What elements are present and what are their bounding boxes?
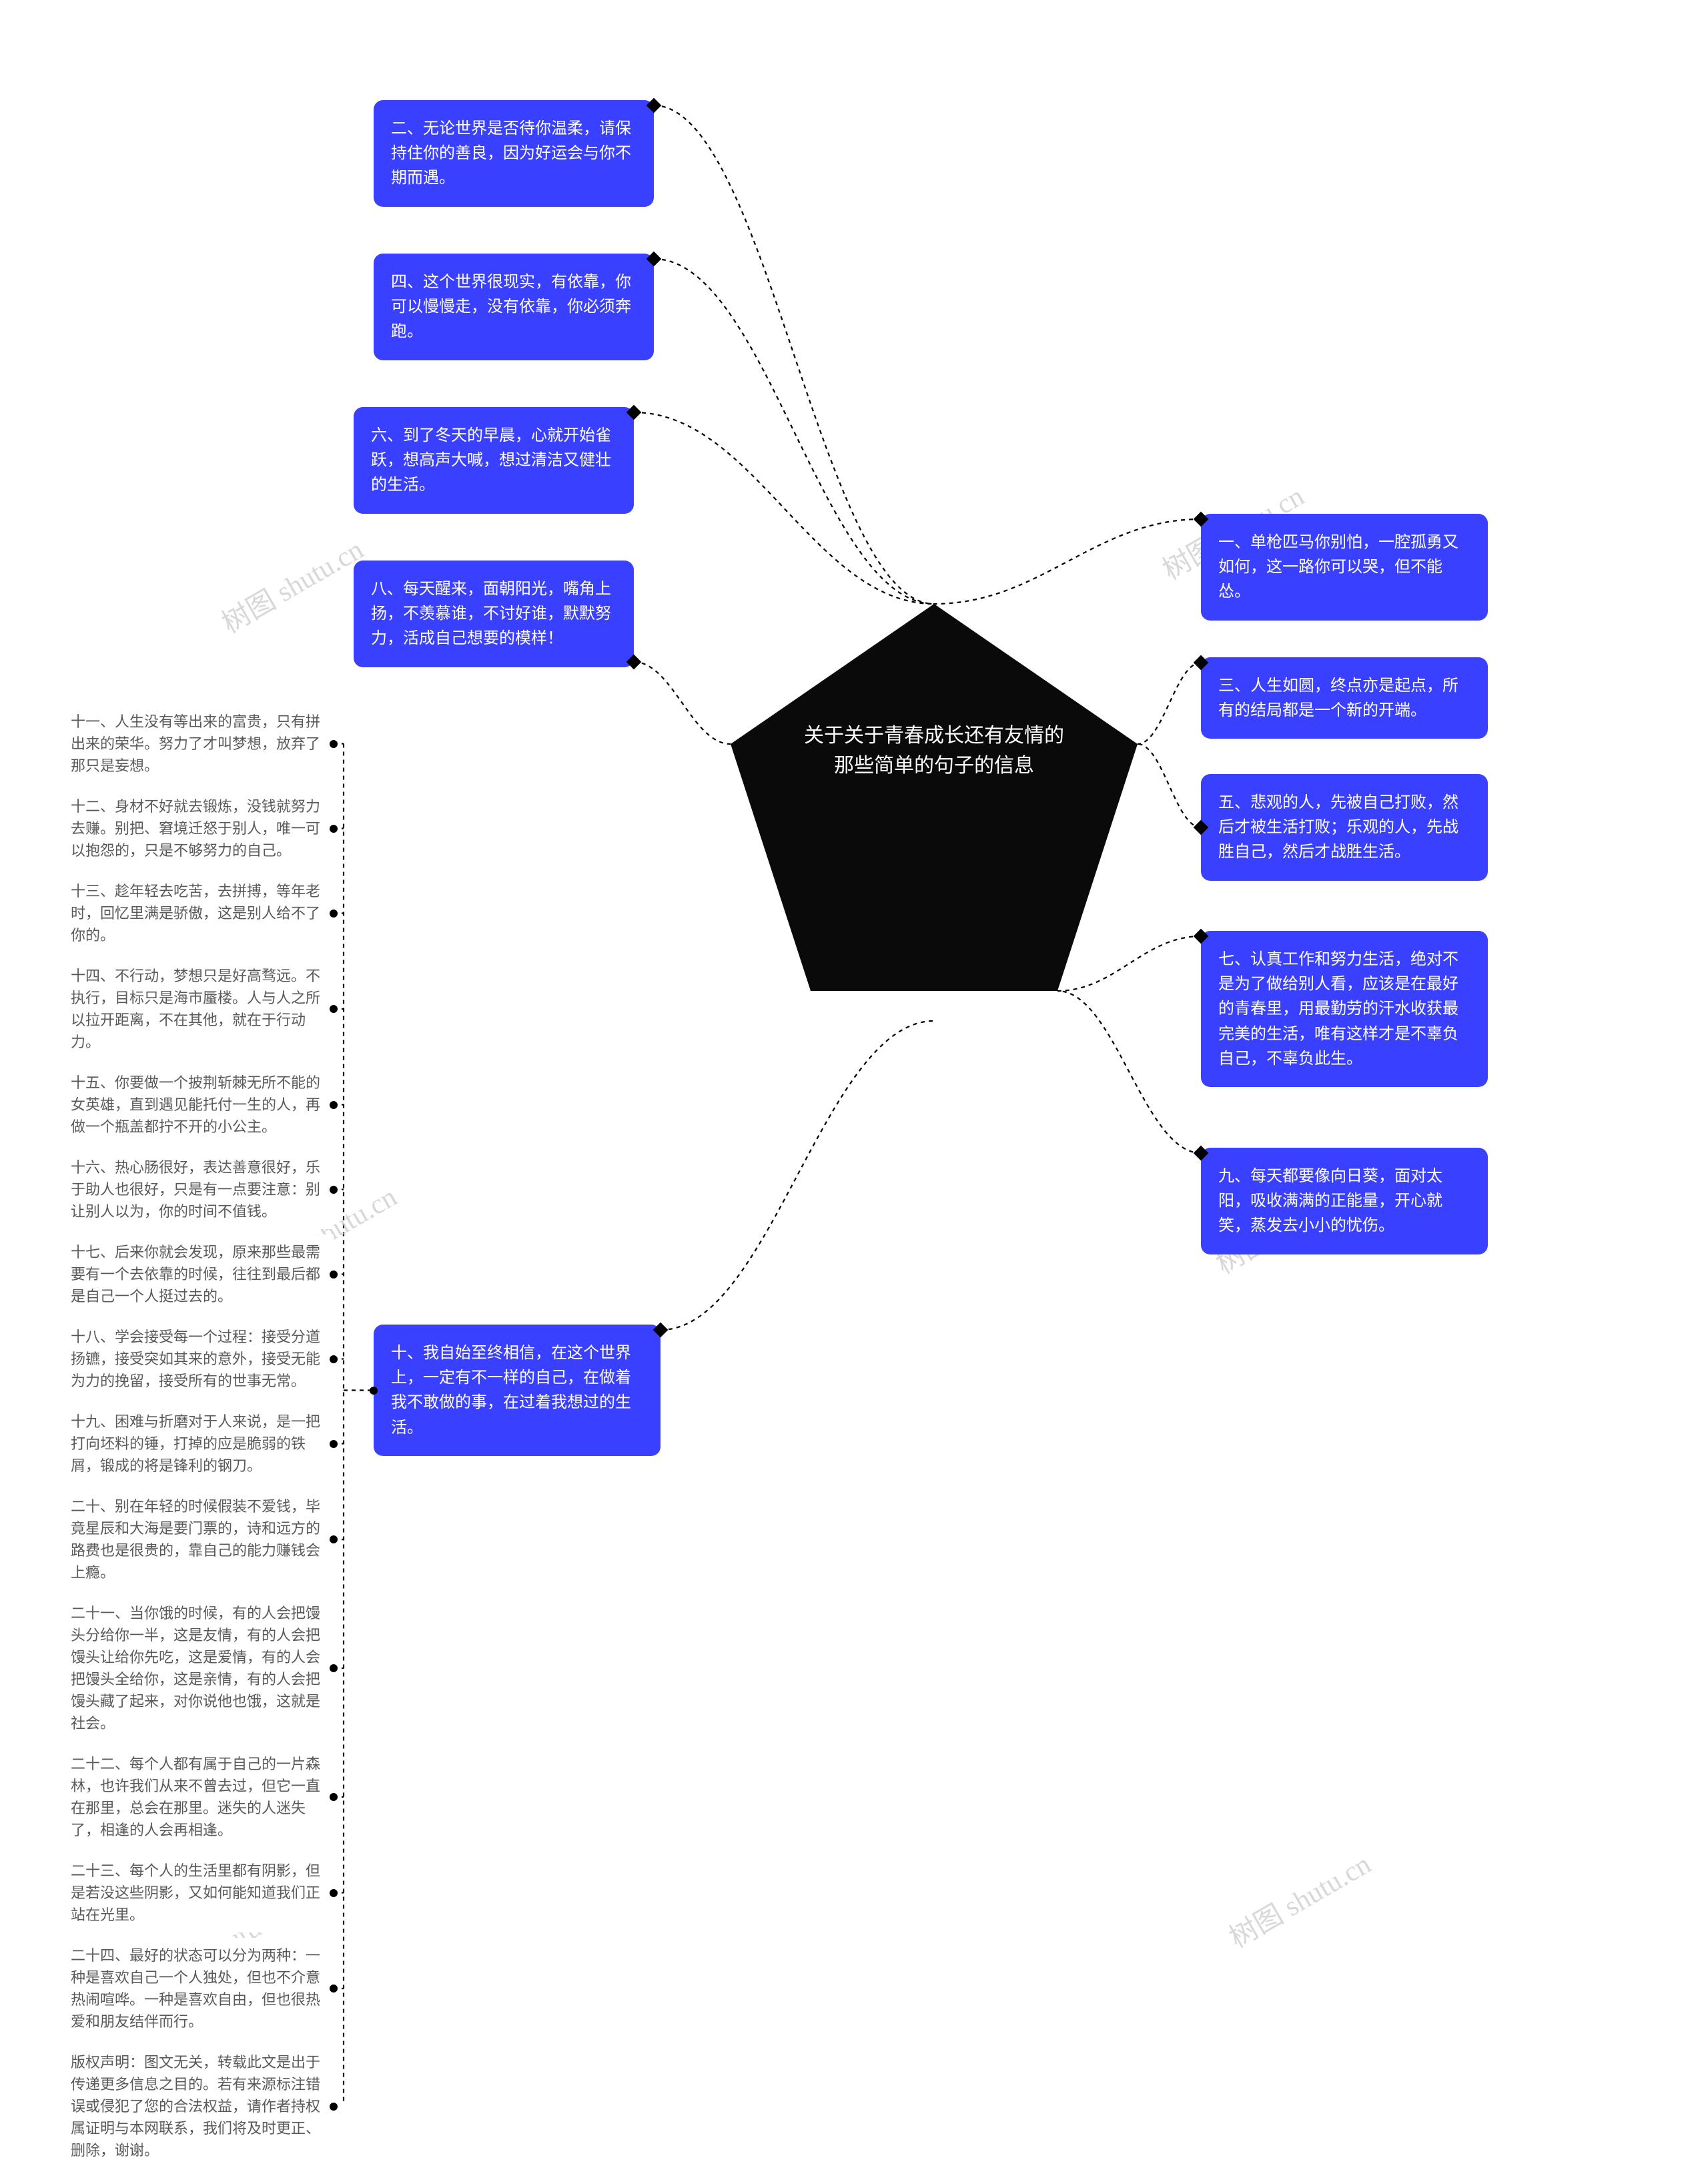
blue-node-b10[interactable]: 十、我自始至终相信，在这个世界上，一定有不一样的自己，在做着我不敢做的事，在过着… — [374, 1325, 661, 1456]
gray-node-text: 二十四、最好的状态可以分为两种：一种是喜欢自己一个人独处，但也不介意热闹喧哗。一… — [71, 1947, 320, 2030]
gray-node-text: 十二、身材不好就去锻炼，没钱就努力去赚。别把、窘境迁怒于别人，唯一可以抱怨的，只… — [71, 798, 320, 859]
connector-dot — [330, 1440, 338, 1448]
gray-node-g11[interactable]: 十一、人生没有等出来的富贵，只有拼出来的荣华。努力了才叫梦想，放弃了那只是妄想。 — [67, 704, 334, 783]
blue-node-b8[interactable]: 八、每天醒来，面朝阳光，嘴角上扬，不羡慕谁，不讨好谁，默默努力，活成自己想要的模… — [354, 561, 634, 667]
gray-node-g23[interactable]: 二十三、每个人的生活里都有阴影，但是若没这些阴影，又如何能知道我们正站在光里。 — [67, 1853, 334, 1932]
blue-node-text: 四、这个世界很现实，有依靠，你可以慢慢走，没有依靠，你必须奔跑。 — [391, 273, 631, 340]
blue-node-b4[interactable]: 四、这个世界很现实，有依靠，你可以慢慢走，没有依靠，你必须奔跑。 — [374, 254, 654, 360]
connector-dot — [330, 910, 338, 918]
gray-node-gcopy[interactable]: 版权声明：图文无关，转载此文是出于传递更多信息之目的。若有来源标注错误或侵犯了您… — [67, 2045, 334, 2168]
blue-node-b5[interactable]: 五、悲观的人，先被自己打败，然后才被生活打败；乐观的人，先战胜自己，然后才战胜生… — [1201, 774, 1488, 881]
connector-dot — [330, 1005, 338, 1013]
gray-node-text: 二十、别在年轻的时候假装不爱钱，毕竟星辰和大海是要门票的，诗和远方的路费也是很贵… — [71, 1498, 320, 1581]
connector-dot — [330, 1793, 338, 1801]
connector-dot — [330, 1535, 338, 1543]
blue-node-text: 八、每天醒来，面朝阳光，嘴角上扬，不羡慕谁，不讨好谁，默默努力，活成自己想要的模… — [371, 580, 611, 647]
blue-node-b1[interactable]: 一、单枪匹马你别怕，一腔孤勇又如何，这一路你可以哭，但不能怂。 — [1201, 514, 1488, 621]
gray-node-g17[interactable]: 十七、后来你就会发现，原来那些最需要有一个去依靠的时候，往往到最后都是自己一个人… — [67, 1234, 334, 1314]
gray-node-text: 十八、学会接受每一个过程：接受分道扬镳，接受突如其来的意外，接受无能为力的挽留，… — [71, 1329, 320, 1389]
gray-node-g12[interactable]: 十二、身材不好就去锻炼，没钱就努力去赚。别把、窘境迁怒于别人，唯一可以抱怨的，只… — [67, 789, 334, 868]
blue-node-b7[interactable]: 七、认真工作和努力生活，绝对不是为了做给别人看，应该是在最好的青春里，用最勤劳的… — [1201, 931, 1488, 1087]
gray-node-g13[interactable]: 十三、趁年轻去吃苦，去拼搏，等年老时，回忆里满是骄傲，这是别人给不了你的。 — [67, 873, 334, 953]
connector-dot — [330, 1186, 338, 1194]
blue-node-b6[interactable]: 六、到了冬天的早晨，心就开始雀跃，想高声大喊，想过清洁又健壮的生活。 — [354, 407, 634, 514]
blue-node-text: 一、单枪匹马你别怕，一腔孤勇又如何，这一路你可以哭，但不能怂。 — [1218, 533, 1458, 601]
blue-node-text: 七、认真工作和努力生活，绝对不是为了做给别人看，应该是在最好的青春里，用最勤劳的… — [1218, 950, 1458, 1068]
connector-dot — [330, 1271, 338, 1279]
gray-node-g14[interactable]: 十四、不行动，梦想只是好高骛远。不执行，目标只是海市蜃楼。人与人之所以拉开距离，… — [67, 958, 334, 1060]
blue-node-text: 二、无论世界是否待你温柔，请保持住你的善良，因为好运会与你不期而遇。 — [391, 119, 631, 187]
gray-node-g24[interactable]: 二十四、最好的状态可以分为两种：一种是喜欢自己一个人独处，但也不介意热闹喧哗。一… — [67, 1938, 334, 2039]
blue-node-text: 十、我自始至终相信，在这个世界上，一定有不一样的自己，在做着我不敢做的事，在过着… — [391, 1344, 631, 1437]
blue-node-text: 五、悲观的人，先被自己打败，然后才被生活打败；乐观的人，先战胜自己，然后才战胜生… — [1218, 793, 1458, 861]
gray-node-g19[interactable]: 十九、困难与折磨对于人来说，是一把打向坯料的锤，打掉的应是脆弱的铁屑，锻成的将是… — [67, 1404, 334, 1483]
blue-node-text: 三、人生如圆，终点亦是起点，所有的结局都是一个新的开端。 — [1218, 677, 1458, 719]
gray-node-text: 十五、你要做一个披荆斩棘无所不能的女英雄，直到遇见能托付一生的人，再做一个瓶盖都… — [71, 1074, 320, 1135]
connector-dot — [330, 1355, 338, 1363]
gray-node-text: 二十一、当你饿的时候，有的人会把馒头分给你一半，这是友情，有的人会把馒头让给你先… — [71, 1605, 320, 1732]
blue-node-b2[interactable]: 二、无论世界是否待你温柔，请保持住你的善良，因为好运会与你不期而遇。 — [374, 100, 654, 207]
connector-dot — [330, 740, 338, 748]
connector-dot — [330, 1101, 338, 1109]
gray-node-g15[interactable]: 十五、你要做一个披荆斩棘无所不能的女英雄，直到遇见能托付一生的人，再做一个瓶盖都… — [67, 1065, 334, 1144]
gray-node-g21[interactable]: 二十一、当你饿的时候，有的人会把馒头分给你一半，这是友情，有的人会把馒头让给你先… — [67, 1595, 334, 1741]
center-diamond-shape — [721, 594, 1148, 1021]
connector-dot — [330, 2103, 338, 2111]
gray-node-text: 十六、热心肠很好，表达善意很好，乐于助人也很好，只是有一点要注意：别让别人以为，… — [71, 1159, 320, 1220]
connector-dot — [330, 1889, 338, 1897]
blue-node-b3[interactable]: 三、人生如圆，终点亦是起点，所有的结局都是一个新的开端。 — [1201, 657, 1488, 739]
gray-node-g16[interactable]: 十六、热心肠很好，表达善意很好，乐于助人也很好，只是有一点要注意：别让别人以为，… — [67, 1150, 334, 1229]
watermark: 树图 shutu.cn — [1221, 1842, 1378, 1956]
gray-node-g20[interactable]: 二十、别在年轻的时候假装不爱钱，毕竟星辰和大海是要门票的，诗和远方的路费也是很贵… — [67, 1489, 334, 1590]
gray-node-text: 十七、后来你就会发现，原来那些最需要有一个去依靠的时候，往往到最后都是自己一个人… — [71, 1244, 320, 1305]
gray-node-text: 十九、困难与折磨对于人来说，是一把打向坯料的锤，打掉的应是脆弱的铁屑，锻成的将是… — [71, 1413, 320, 1474]
center-node: 关于关于青春成长还有友情的那些简单的句子的信息 — [721, 594, 1148, 1021]
gray-node-text: 十三、趁年轻去吃苦，去拼搏，等年老时，回忆里满是骄傲，这是别人给不了你的。 — [71, 883, 320, 944]
mindmap-canvas: 树图 shutu.cn树图 shutu.cn树图 shutu.cn树图 shut… — [0, 0, 1708, 2103]
gray-node-text: 十一、人生没有等出来的富贵，只有拼出来的荣华。努力了才叫梦想，放弃了那只是妄想。 — [71, 713, 320, 774]
blue-node-text: 九、每天都要像向日葵，面对太阳，吸收满满的正能量，开心就笑，蒸发去小小的忧伤。 — [1218, 1167, 1442, 1234]
connector-dot — [330, 825, 338, 833]
gray-node-g22[interactable]: 二十二、每个人都有属于自己的一片森林，也许我们从来不曾去过，但它一直在那里，总会… — [67, 1746, 334, 1848]
connector-dot — [370, 1387, 378, 1395]
gray-node-g18[interactable]: 十八、学会接受每一个过程：接受分道扬镳，接受突如其来的意外，接受无能为力的挽留，… — [67, 1319, 334, 1399]
gray-node-text: 二十二、每个人都有属于自己的一片森林，也许我们从来不曾去过，但它一直在那里，总会… — [71, 1756, 320, 1838]
gray-node-text: 十四、不行动，梦想只是好高骛远。不执行，目标只是海市蜃楼。人与人之所以拉开距离，… — [71, 968, 320, 1050]
blue-node-text: 六、到了冬天的早晨，心就开始雀跃，想高声大喊，想过清洁又健壮的生活。 — [371, 426, 611, 494]
center-title: 关于关于青春成长还有友情的那些简单的句子的信息 — [801, 721, 1068, 781]
connector-dot — [330, 1984, 338, 1993]
connector-dot — [330, 1664, 338, 1672]
blue-node-b9[interactable]: 九、每天都要像向日葵，面对太阳，吸收满满的正能量，开心就笑，蒸发去小小的忧伤。 — [1201, 1148, 1488, 1254]
gray-node-text: 二十三、每个人的生活里都有阴影，但是若没这些阴影，又如何能知道我们正站在光里。 — [71, 1862, 320, 1923]
watermark: 树图 shutu.cn — [214, 527, 370, 641]
gray-node-text: 版权声明：图文无关，转载此文是出于传递更多信息之目的。若有来源标注错误或侵犯了您… — [71, 2054, 320, 2159]
